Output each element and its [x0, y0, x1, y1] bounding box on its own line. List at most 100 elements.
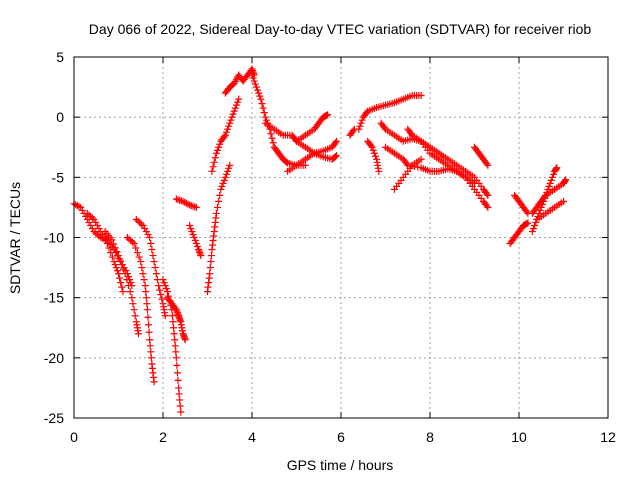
series-trace-t	[377, 119, 492, 199]
data-point	[269, 139, 277, 147]
data-point	[115, 270, 122, 278]
data-point	[282, 158, 290, 166]
data-point	[147, 240, 155, 248]
data-point	[209, 163, 217, 171]
data-point	[256, 92, 264, 100]
data-point	[126, 288, 134, 296]
data-point	[267, 130, 275, 138]
data-point	[149, 252, 157, 260]
data-point	[231, 104, 239, 112]
data-point	[87, 212, 95, 220]
data-point	[113, 248, 121, 256]
data-point	[136, 218, 144, 226]
data-point	[207, 258, 215, 266]
data-point	[529, 224, 537, 232]
data-point	[546, 179, 554, 187]
data-point	[137, 220, 145, 228]
data-point	[159, 276, 167, 284]
data-point	[118, 283, 126, 291]
data-point	[88, 224, 96, 232]
data-point	[248, 71, 256, 79]
data-point	[144, 313, 152, 321]
data-point	[192, 203, 200, 211]
data-point	[127, 237, 135, 245]
data-point	[187, 202, 195, 210]
x-tick-label: 8	[426, 429, 434, 445]
data-point	[211, 154, 219, 162]
y-tick-label: 0	[56, 109, 64, 125]
data-point	[259, 104, 267, 112]
data-point	[176, 396, 184, 404]
data-point	[123, 234, 131, 241]
data-point	[176, 402, 184, 410]
series-trace-l	[221, 65, 258, 97]
data-point	[368, 143, 376, 151]
data-point	[560, 197, 567, 205]
data-point	[214, 203, 222, 211]
data-point	[222, 170, 230, 178]
data-point	[85, 211, 93, 219]
data-point	[215, 197, 223, 205]
series-trace-y	[511, 191, 532, 217]
data-point	[100, 234, 108, 241]
data-point	[375, 167, 383, 175]
series-trace-c	[101, 227, 143, 338]
series-trace-r	[364, 137, 383, 175]
data-point	[142, 294, 150, 302]
series-trace-p	[293, 111, 332, 145]
data-point	[147, 354, 155, 362]
data-point	[78, 206, 86, 214]
data-point	[172, 354, 180, 362]
x-tick-label: 6	[337, 429, 345, 445]
data-point	[193, 243, 201, 251]
series-trace-ac	[533, 197, 567, 223]
data-point	[553, 164, 561, 172]
data-point	[119, 288, 127, 296]
data-point	[132, 244, 140, 252]
data-point	[125, 282, 133, 290]
data-point	[380, 124, 388, 132]
data-point	[186, 221, 194, 229]
data-point	[146, 336, 154, 344]
series-trace-x	[471, 143, 492, 169]
data-point	[83, 209, 91, 217]
data-point	[132, 215, 140, 223]
data-point	[116, 274, 124, 282]
data-point	[355, 125, 363, 133]
data-point	[197, 252, 205, 260]
data-point	[226, 119, 234, 127]
data-point	[220, 176, 228, 184]
data-point	[156, 286, 164, 294]
data-point	[173, 361, 181, 369]
data-point	[301, 161, 309, 169]
data-point	[137, 258, 145, 266]
series-trace-b	[83, 209, 127, 296]
data-point	[184, 200, 192, 208]
data-point	[117, 279, 125, 287]
data-point	[548, 173, 556, 181]
data-point	[483, 190, 491, 198]
data-point	[135, 330, 143, 338]
data-point	[221, 131, 229, 139]
x-tick-label: 0	[70, 429, 78, 445]
data-point	[174, 196, 182, 204]
data-point	[208, 167, 216, 175]
data-point	[95, 224, 103, 232]
data-point	[210, 158, 218, 166]
data-point	[116, 256, 124, 264]
data-point	[118, 261, 126, 269]
data-point	[171, 304, 179, 312]
data-point	[109, 240, 117, 248]
data-point	[254, 86, 262, 94]
data-point	[161, 312, 169, 320]
data-layer	[70, 65, 570, 416]
data-point	[134, 217, 142, 225]
data-point	[225, 164, 233, 172]
data-point	[146, 234, 154, 241]
series-trace-o	[284, 137, 341, 175]
data-point	[250, 77, 258, 85]
data-point	[87, 221, 95, 229]
data-point	[531, 221, 539, 229]
data-point	[140, 276, 148, 284]
